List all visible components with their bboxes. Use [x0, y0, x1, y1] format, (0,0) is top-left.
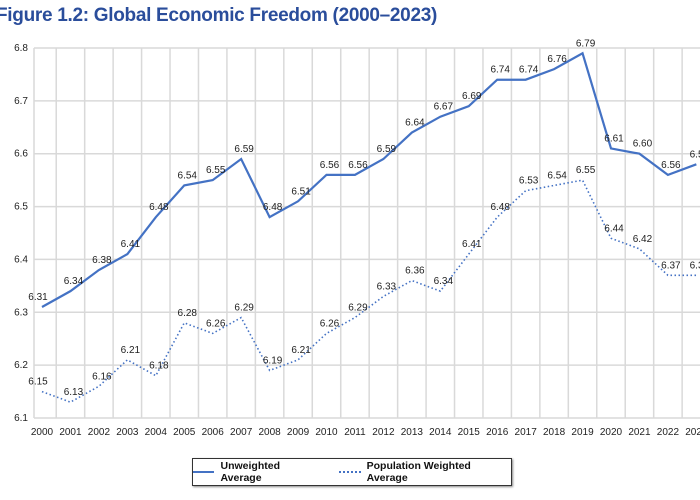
y-tick-label: 6.7: [14, 96, 28, 107]
x-tick-label: 2004: [145, 427, 168, 438]
x-tick-label: 2023: [685, 427, 700, 438]
data-label: 6.58: [690, 149, 700, 160]
data-label: 6.69: [462, 91, 482, 102]
data-label: 6.56: [661, 160, 681, 171]
series-line-weighted: [41, 179, 697, 404]
data-label: 6.29: [348, 303, 368, 314]
data-label: 6.15: [28, 377, 48, 388]
data-label: 6.59: [377, 144, 397, 155]
x-tick-label: 2020: [600, 427, 623, 438]
data-label: 6.51: [291, 186, 311, 197]
legend-label: Unweighted Average: [220, 460, 280, 484]
x-tick-label: 2003: [116, 427, 139, 438]
y-tick-label: 6.1: [14, 413, 28, 424]
legend-swatch-dotted: [339, 471, 361, 473]
x-tick-label: 2010: [315, 427, 338, 438]
data-label: 6.33: [377, 281, 397, 292]
legend-item-weighted: Population Weighted Average: [339, 460, 511, 484]
data-label: 6.67: [434, 102, 454, 113]
chart-title: Figure 1.2: Global Economic Freedom (200…: [0, 5, 438, 26]
data-label: 6.37: [690, 260, 700, 271]
data-label: 6.37: [661, 260, 681, 271]
y-tick-label: 6.8: [14, 43, 28, 54]
data-label: 6.18: [149, 361, 169, 372]
y-tick-label: 6.3: [14, 307, 28, 318]
data-label: 6.31: [28, 292, 48, 303]
data-label: 6.48: [263, 202, 283, 213]
data-label: 6.56: [320, 160, 340, 171]
legend-label: Population Weighted Average: [366, 460, 471, 484]
y-tick-label: 6.6: [14, 149, 28, 160]
data-label: 6.55: [576, 165, 596, 176]
data-label: 6.74: [490, 65, 510, 76]
data-label: 6.60: [633, 139, 653, 150]
data-label: 6.61: [604, 133, 624, 144]
x-tick-label: 2009: [287, 427, 310, 438]
data-label: 6.53: [519, 176, 539, 187]
legend: Unweighted Average Population Weighted A…: [192, 458, 512, 486]
data-label: 6.36: [405, 266, 425, 277]
data-label: 6.28: [178, 308, 198, 319]
data-label: 6.76: [547, 54, 567, 65]
x-tick-label: 2013: [401, 427, 424, 438]
data-label: 6.54: [178, 170, 198, 181]
data-label: 6.41: [121, 239, 141, 250]
x-tick-label: 2021: [628, 427, 651, 438]
data-label: 6.16: [92, 371, 112, 382]
data-label: 6.56: [348, 160, 368, 171]
x-tick-label: 2019: [571, 427, 594, 438]
data-label: 6.34: [434, 276, 454, 287]
data-label: 6.26: [206, 318, 226, 329]
data-label: 6.21: [291, 345, 311, 356]
data-label: 6.42: [633, 234, 653, 245]
x-tick-label: 2006: [202, 427, 225, 438]
x-tick-label: 2012: [372, 427, 395, 438]
x-tick-label: 2000: [31, 427, 54, 438]
data-label: 6.55: [206, 165, 226, 176]
data-label: 6.48: [149, 202, 169, 213]
data-label: 6.38: [92, 255, 112, 266]
x-tick-label: 2008: [258, 427, 281, 438]
x-tick-label: 2002: [88, 427, 111, 438]
x-tick-label: 2016: [486, 427, 509, 438]
data-label: 6.19: [263, 355, 283, 366]
x-tick-label: 2005: [173, 427, 196, 438]
data-label: 6.74: [519, 65, 539, 76]
x-tick-label: 2015: [458, 427, 481, 438]
x-tick-label: 2022: [657, 427, 680, 438]
data-label: 6.21: [121, 345, 141, 356]
data-label: 6.29: [234, 303, 254, 314]
data-label: 6.59: [234, 144, 254, 155]
data-label: 6.54: [547, 170, 567, 181]
legend-item-unweighted: Unweighted Average: [193, 460, 321, 484]
data-label: 6.44: [604, 223, 624, 234]
y-tick-label: 6.5: [14, 202, 28, 213]
x-tick-label: 2018: [543, 427, 566, 438]
data-label: 6.26: [320, 318, 340, 329]
data-label: 6.34: [64, 276, 84, 287]
data-label: 6.13: [64, 387, 84, 398]
y-tick-label: 6.4: [14, 254, 28, 265]
y-tick-label: 6.2: [14, 360, 28, 371]
x-tick-label: 2007: [230, 427, 253, 438]
x-tick-label: 2001: [59, 427, 82, 438]
x-tick-label: 2017: [515, 427, 538, 438]
data-label: 6.79: [576, 38, 596, 49]
data-label: 6.41: [462, 239, 482, 250]
series-line-unweighted: [41, 51, 697, 308]
data-label: 6.64: [405, 118, 425, 129]
legend-swatch-solid: [193, 471, 215, 473]
x-tick-label: 2014: [429, 427, 452, 438]
data-label: 6.48: [490, 202, 510, 213]
x-tick-label: 2011: [344, 427, 366, 438]
